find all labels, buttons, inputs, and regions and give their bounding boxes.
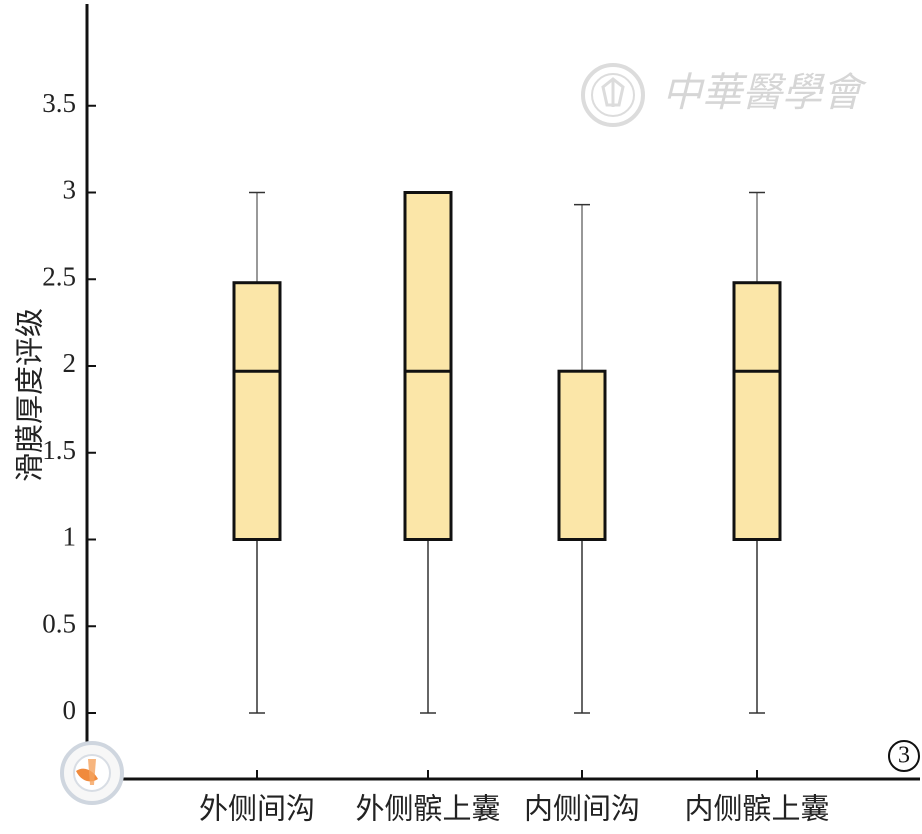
y-tick-label: 2 xyxy=(63,348,77,378)
y-tick-label: 3 xyxy=(63,175,77,205)
iqr-box xyxy=(232,281,282,541)
panel-number-badge: 3 xyxy=(888,740,920,772)
y-tick-label: 1 xyxy=(63,522,77,552)
chinese-medical-association-logo-icon xyxy=(60,741,124,805)
y-tick-label: 2.5 xyxy=(42,261,76,291)
x-tick-label: 外侧髌上囊 xyxy=(355,793,500,826)
watermark-text: 中華醫學會 xyxy=(662,70,867,115)
x-tick-label: 外侧间沟 xyxy=(199,793,315,826)
y-tick-label: 1.5 xyxy=(42,435,76,465)
watermark: 中華醫學會 xyxy=(581,63,867,127)
y-axis-label: 滑膜厚度评级 xyxy=(14,308,47,482)
box-3 xyxy=(557,203,607,714)
iqr-box xyxy=(403,191,453,541)
iqr-box xyxy=(732,281,782,541)
y-tick-label: 0 xyxy=(63,695,77,725)
iqr-box xyxy=(557,369,607,541)
y-tick-label: 0.5 xyxy=(42,608,76,638)
y-tick-label: 3.5 xyxy=(42,88,76,118)
x-ticks xyxy=(256,770,758,779)
box-4 xyxy=(732,191,782,714)
x-tick-label: 内侧髌上囊 xyxy=(684,793,829,826)
box-1 xyxy=(232,191,282,714)
x-tick-label: 内侧间沟 xyxy=(524,793,640,826)
panel-number: 3 xyxy=(898,743,910,769)
y-ticks: 0 0.5 1 1.5 2 2.5 3 3.5 xyxy=(42,88,96,725)
watermark-seal-icon xyxy=(581,63,645,127)
boxes xyxy=(232,191,782,714)
box-2 xyxy=(403,191,453,714)
x-tick-labels: 外侧间沟 外侧髌上囊 内侧间沟 内侧髌上囊 xyxy=(199,793,830,826)
